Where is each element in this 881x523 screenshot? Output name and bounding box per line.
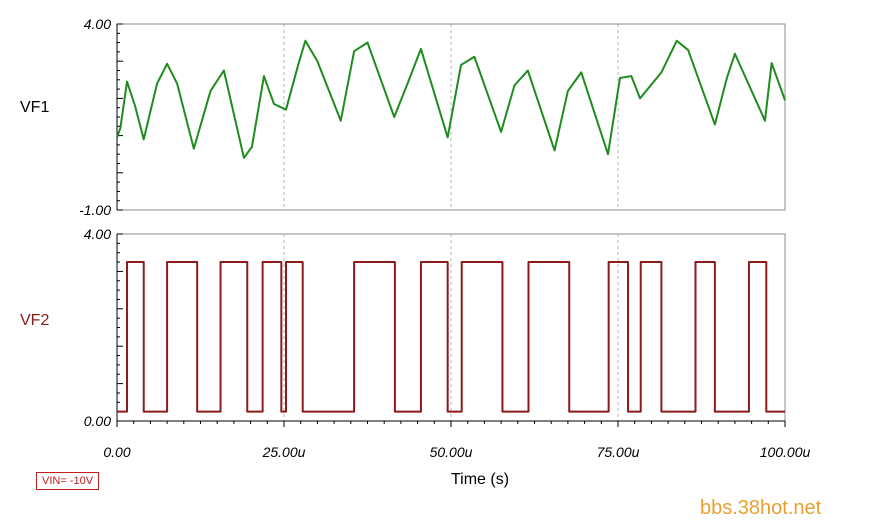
vf2-y-min-label: 0.00 — [84, 413, 111, 429]
vf1-y-min-label: -1.00 — [79, 202, 111, 218]
x-tick-label: 100.00u — [760, 444, 811, 460]
watermark-text: bbs.38hot.net — [700, 497, 822, 519]
time-axis: 0.00 25.00u 50.00u 75.00u 100.00u Time (s) — [103, 420, 811, 488]
vf2-panel: 4.00 0.00 VF2 — [20, 226, 786, 429]
x-axis-title: Time (s) — [451, 471, 509, 488]
x-tick-label: 0.00 — [103, 444, 130, 460]
vf2-y-max-label: 4.00 — [84, 226, 111, 242]
x-tick-label: 25.00u — [262, 444, 306, 460]
x-tick-label: 50.00u — [430, 444, 473, 460]
vf1-panel: 4.00 -1.00 VF1 — [20, 16, 786, 218]
parameter-label: VIN= -10V — [36, 472, 100, 490]
vf1-channel-label: VF1 — [20, 99, 49, 116]
vf2-trace — [117, 261, 785, 413]
vf1-trace — [116, 39, 786, 159]
vf2-channel-label: VF2 — [20, 312, 49, 329]
x-tick-label: 75.00u — [597, 444, 640, 460]
vf1-y-max-label: 4.00 — [84, 16, 111, 32]
